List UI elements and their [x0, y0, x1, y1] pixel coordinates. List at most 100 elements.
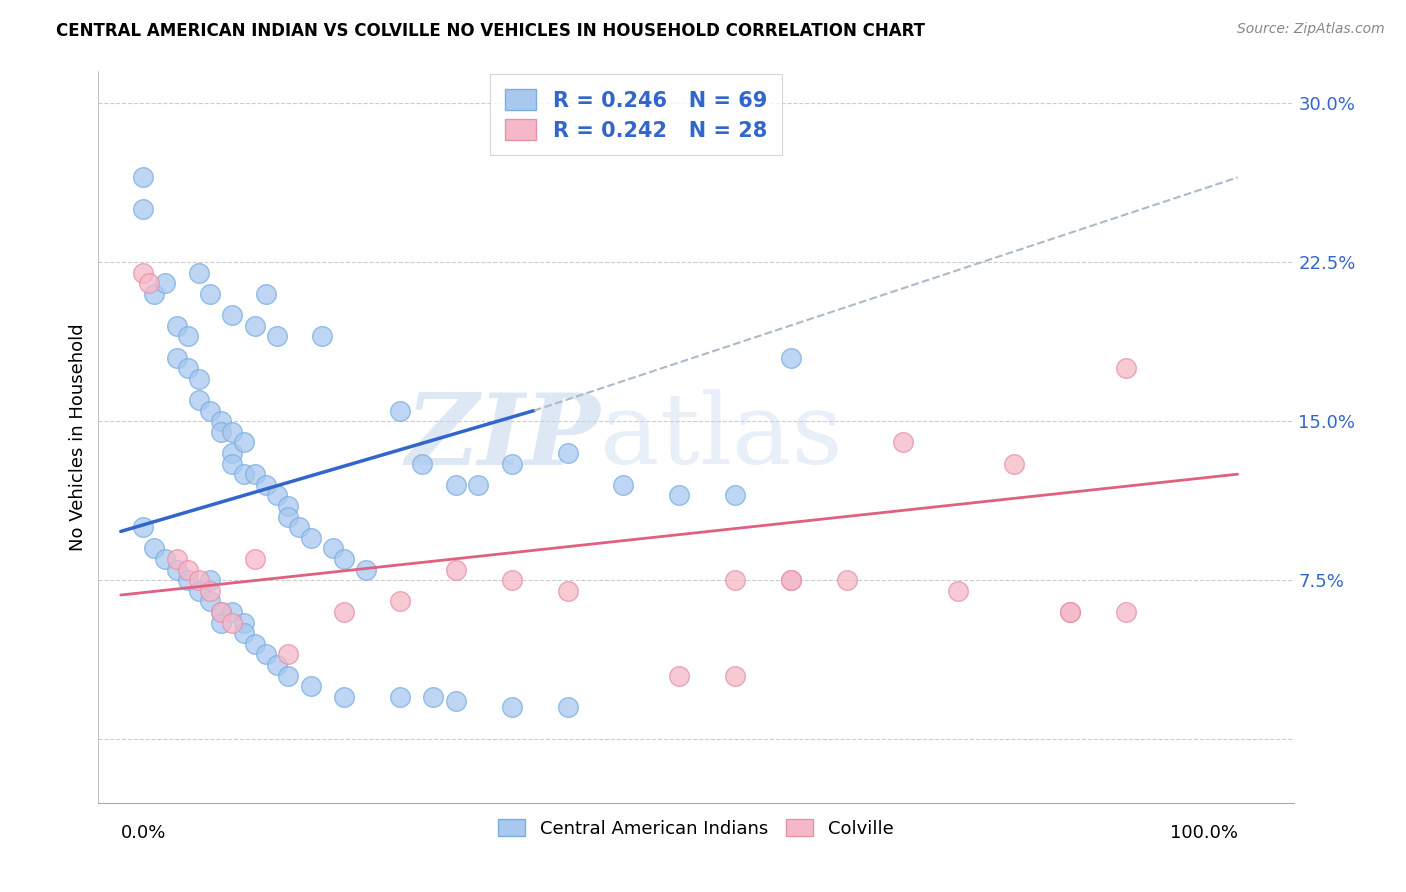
- Legend: Central American Indians, Colville: Central American Indians, Colville: [491, 813, 901, 845]
- Point: [388, 403, 411, 417]
- Point: [132, 266, 155, 280]
- Point: [333, 690, 356, 704]
- Point: [288, 520, 311, 534]
- Point: [780, 351, 803, 365]
- Point: [557, 700, 579, 714]
- Point: [299, 531, 322, 545]
- Text: ZIP: ZIP: [405, 389, 600, 485]
- Point: [1115, 361, 1137, 376]
- Point: [198, 287, 221, 301]
- Point: [209, 605, 232, 619]
- Point: [198, 573, 221, 587]
- Point: [266, 329, 288, 343]
- Text: Source: ZipAtlas.com: Source: ZipAtlas.com: [1237, 22, 1385, 37]
- Point: [166, 351, 188, 365]
- Point: [243, 637, 266, 651]
- Point: [1115, 605, 1137, 619]
- Point: [724, 573, 747, 587]
- Text: atlas: atlas: [600, 389, 844, 485]
- Point: [780, 573, 803, 587]
- Point: [138, 277, 160, 291]
- Point: [209, 425, 232, 439]
- Point: [501, 700, 523, 714]
- Point: [835, 573, 858, 587]
- Point: [232, 435, 254, 450]
- Point: [322, 541, 344, 556]
- Point: [356, 563, 378, 577]
- Point: [177, 329, 200, 343]
- Point: [166, 318, 188, 333]
- Point: [243, 552, 266, 566]
- Point: [277, 648, 299, 662]
- Point: [266, 488, 288, 502]
- Text: 100.0%: 100.0%: [1170, 824, 1237, 842]
- Point: [444, 563, 467, 577]
- Point: [198, 594, 221, 608]
- Point: [444, 477, 467, 491]
- Point: [254, 287, 277, 301]
- Point: [333, 605, 356, 619]
- Point: [221, 605, 243, 619]
- Point: [277, 499, 299, 513]
- Point: [232, 467, 254, 482]
- Point: [467, 477, 489, 491]
- Point: [311, 329, 333, 343]
- Point: [891, 435, 914, 450]
- Point: [557, 446, 579, 460]
- Point: [612, 477, 634, 491]
- Point: [299, 679, 322, 693]
- Point: [187, 573, 209, 587]
- Point: [422, 690, 444, 704]
- Point: [187, 583, 209, 598]
- Point: [1059, 605, 1081, 619]
- Point: [177, 573, 200, 587]
- Point: [221, 615, 243, 630]
- Point: [198, 403, 221, 417]
- Point: [221, 446, 243, 460]
- Point: [132, 520, 155, 534]
- Text: 0.0%: 0.0%: [121, 824, 166, 842]
- Point: [155, 552, 177, 566]
- Point: [187, 392, 209, 407]
- Point: [557, 583, 579, 598]
- Point: [209, 605, 232, 619]
- Point: [1059, 605, 1081, 619]
- Point: [155, 277, 177, 291]
- Point: [177, 361, 200, 376]
- Point: [232, 615, 254, 630]
- Point: [724, 488, 747, 502]
- Point: [444, 694, 467, 708]
- Point: [143, 287, 166, 301]
- Point: [948, 583, 970, 598]
- Point: [411, 457, 433, 471]
- Point: [668, 668, 690, 682]
- Point: [501, 573, 523, 587]
- Point: [177, 563, 200, 577]
- Y-axis label: No Vehicles in Household: No Vehicles in Household: [69, 323, 87, 551]
- Point: [243, 318, 266, 333]
- Point: [266, 658, 288, 673]
- Point: [780, 573, 803, 587]
- Point: [143, 541, 166, 556]
- Point: [254, 477, 277, 491]
- Point: [187, 372, 209, 386]
- Point: [232, 626, 254, 640]
- Point: [254, 648, 277, 662]
- Point: [1002, 457, 1025, 471]
- Point: [501, 457, 523, 471]
- Point: [166, 552, 188, 566]
- Point: [243, 467, 266, 482]
- Point: [187, 266, 209, 280]
- Point: [277, 509, 299, 524]
- Point: [209, 414, 232, 428]
- Point: [277, 668, 299, 682]
- Point: [388, 690, 411, 704]
- Point: [132, 170, 155, 185]
- Text: CENTRAL AMERICAN INDIAN VS COLVILLE NO VEHICLES IN HOUSEHOLD CORRELATION CHART: CENTRAL AMERICAN INDIAN VS COLVILLE NO V…: [56, 22, 925, 40]
- Point: [668, 488, 690, 502]
- Point: [198, 583, 221, 598]
- Point: [333, 552, 356, 566]
- Point: [724, 668, 747, 682]
- Point: [388, 594, 411, 608]
- Point: [221, 308, 243, 322]
